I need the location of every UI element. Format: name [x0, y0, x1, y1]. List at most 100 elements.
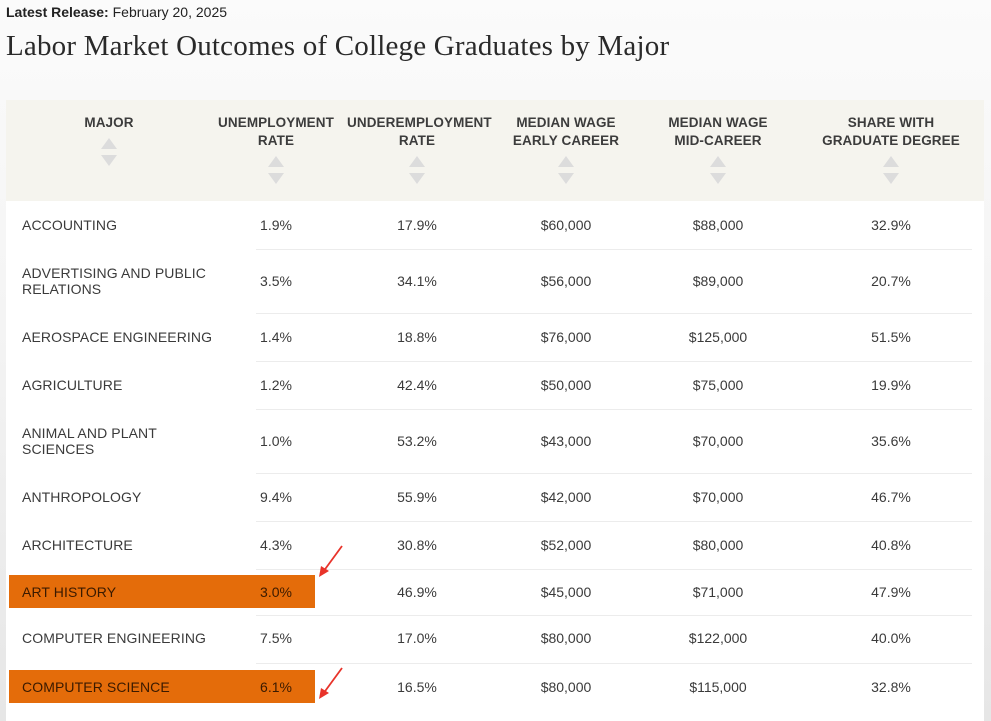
- sort-ascending-icon[interactable]: [268, 156, 284, 167]
- value-cell-early: $80,000: [540, 630, 592, 646]
- highlight-box: [9, 670, 315, 703]
- value-cell-early: $80,000: [540, 679, 592, 695]
- red-arrow-icon: [319, 667, 343, 699]
- value-cell-unemployment: 9.4%: [260, 489, 292, 505]
- row-divider: [256, 615, 972, 616]
- column-header-label: MEDIAN WAGE EARLY CAREER: [512, 115, 620, 148]
- sort-descending-icon[interactable]: [101, 155, 117, 166]
- sort-ascending-icon[interactable]: [101, 138, 117, 149]
- value-cell-underemployment: 30.8%: [397, 537, 437, 553]
- sort-descending-icon[interactable]: [558, 173, 574, 184]
- sort-descending-icon[interactable]: [883, 173, 899, 184]
- major-cell: AEROSPACE ENGINEERING: [22, 329, 213, 345]
- sort-arrows-icon[interactable]: [882, 156, 900, 190]
- value-cell-mid: $70,000: [692, 489, 744, 505]
- row-divider: [256, 663, 972, 664]
- table-row: ANTHROPOLOGY 9.4% 55.9% $42,000 $70,000 46.7%: [6, 100, 984, 721]
- sort-arrows-icon[interactable]: [557, 156, 575, 190]
- highlight-box: [9, 575, 315, 608]
- column-header-2[interactable]: UNEMPLOYMENT RATE: [211, 114, 341, 190]
- value-cell-underemployment: 17.9%: [397, 217, 437, 233]
- value-cell-unemployment: 1.2%: [260, 377, 292, 393]
- column-header-6[interactable]: SHARE WITH GRADUATE DEGREE: [806, 114, 976, 190]
- table-row: ARCHITECTURE 4.3% 30.8% $52,000 $80,000 40.8%: [6, 100, 984, 721]
- row-divider: [256, 569, 972, 570]
- major-cell: ART HISTORY: [22, 584, 117, 600]
- value-cell-underemployment: 17.0%: [397, 630, 437, 646]
- column-header-label: UNEMPLOYMENT RATE: [218, 115, 334, 148]
- row-divider: [256, 249, 972, 250]
- value-cell-underemployment: 42.4%: [397, 377, 437, 393]
- value-cell-early: $76,000: [540, 329, 592, 345]
- release-date: February 20, 2025: [112, 4, 228, 20]
- row-divider: [256, 521, 972, 522]
- value-cell-early: $56,000: [540, 273, 592, 289]
- column-header-3[interactable]: UNDEREMPLOYMENT RATE: [342, 114, 492, 190]
- page-title: Labor Market Outcomes of College Graduat…: [6, 30, 670, 62]
- value-cell-grad: 47.9%: [871, 584, 911, 600]
- column-header-label: SHARE WITH GRADUATE DEGREE: [822, 115, 960, 148]
- value-cell-early: $52,000: [540, 537, 592, 553]
- value-cell-mid: $75,000: [692, 377, 744, 393]
- row-divider: [256, 409, 972, 410]
- sort-ascending-icon[interactable]: [883, 156, 899, 167]
- value-cell-grad: 32.8%: [871, 679, 911, 695]
- release-label: Latest Release:: [6, 4, 109, 20]
- value-cell-early: $60,000: [540, 217, 592, 233]
- sort-ascending-icon[interactable]: [409, 156, 425, 167]
- column-header-4[interactable]: MEDIAN WAGE EARLY CAREER: [501, 114, 631, 190]
- outcomes-table: MAJOR UNEMPLOYMENT RATE UNDEREMPLOYMENT RA…: [6, 100, 984, 721]
- value-cell-early: $50,000: [540, 377, 592, 393]
- value-cell-early: $43,000: [540, 433, 592, 449]
- column-header-label: MAJOR: [84, 115, 134, 130]
- value-cell-grad: 20.7%: [871, 273, 911, 289]
- red-arrow-icon: [319, 545, 343, 577]
- table-row: ART HISTORY 3.0% 46.9% $45,000 $71,000 47.9%: [6, 100, 984, 721]
- sort-descending-icon[interactable]: [268, 173, 284, 184]
- value-cell-underemployment: 53.2%: [397, 433, 437, 449]
- value-cell-unemployment: 6.1%: [260, 679, 292, 695]
- major-cell: COMPUTER ENGINEERING: [22, 630, 207, 646]
- column-header-label: MEDIAN WAGE MID-CAREER: [668, 115, 768, 148]
- value-cell-mid: $122,000: [688, 630, 748, 646]
- value-cell-unemployment: 1.9%: [260, 217, 292, 233]
- sort-arrows-icon[interactable]: [709, 156, 727, 190]
- sort-ascending-icon[interactable]: [558, 156, 574, 167]
- sort-arrows-icon[interactable]: [100, 138, 118, 172]
- column-header-5[interactable]: MEDIAN WAGE MID-CAREER: [653, 114, 783, 190]
- sort-descending-icon[interactable]: [409, 173, 425, 184]
- value-cell-grad: 51.5%: [871, 329, 911, 345]
- table-row: ANIMAL AND PLANT SCIENCES 1.0% 53.2% $43,00…: [6, 100, 984, 721]
- table-row: AGRICULTURE 1.2% 42.4% $50,000 $75,000 19.9%: [6, 100, 984, 721]
- value-cell-mid: $71,000: [692, 584, 744, 600]
- value-cell-unemployment: 3.0%: [260, 584, 292, 600]
- value-cell-grad: 19.9%: [871, 377, 911, 393]
- value-cell-underemployment: 18.8%: [397, 329, 437, 345]
- row-divider: [256, 473, 972, 474]
- value-cell-underemployment: 34.1%: [397, 273, 437, 289]
- major-cell: ACCOUNTING: [22, 217, 118, 233]
- value-cell-unemployment: 4.3%: [260, 537, 292, 553]
- value-cell-mid: $115,000: [689, 679, 747, 695]
- value-cell-grad: 32.9%: [871, 217, 911, 233]
- table-row: ACCOUNTING 1.9% 17.9% $60,000 $88,000 32.9%: [6, 100, 984, 721]
- value-cell-mid: $125,000: [688, 329, 748, 345]
- table-row: COMPUTER SCIENCE 6.1% 16.5% $80,000 $115,000…: [6, 100, 984, 721]
- column-header-1[interactable]: MAJOR: [19, 114, 199, 172]
- table-row: COMPUTER ENGINEERING 7.5% 17.0% $80,000 $122…: [6, 100, 984, 721]
- sort-ascending-icon[interactable]: [710, 156, 726, 167]
- sort-descending-icon[interactable]: [710, 173, 726, 184]
- column-header-label: UNDEREMPLOYMENT RATE: [347, 115, 492, 148]
- value-cell-early: $42,000: [540, 489, 592, 505]
- value-cell-grad: 40.8%: [871, 537, 911, 553]
- major-cell: ANTHROPOLOGY: [22, 489, 142, 505]
- value-cell-mid: $88,000: [692, 217, 744, 233]
- row-divider: [256, 313, 972, 314]
- table-header: MAJOR UNEMPLOYMENT RATE UNDEREMPLOYMENT RA…: [6, 100, 984, 201]
- major-cell: AGRICULTURE: [22, 377, 123, 393]
- sort-arrows-icon[interactable]: [267, 156, 285, 190]
- value-cell-grad: 46.7%: [871, 489, 911, 505]
- sort-arrows-icon[interactable]: [408, 156, 426, 190]
- value-cell-grad: 35.6%: [871, 433, 911, 449]
- major-cell: ADVERTISING AND PUBLIC RELATIONS: [22, 265, 206, 297]
